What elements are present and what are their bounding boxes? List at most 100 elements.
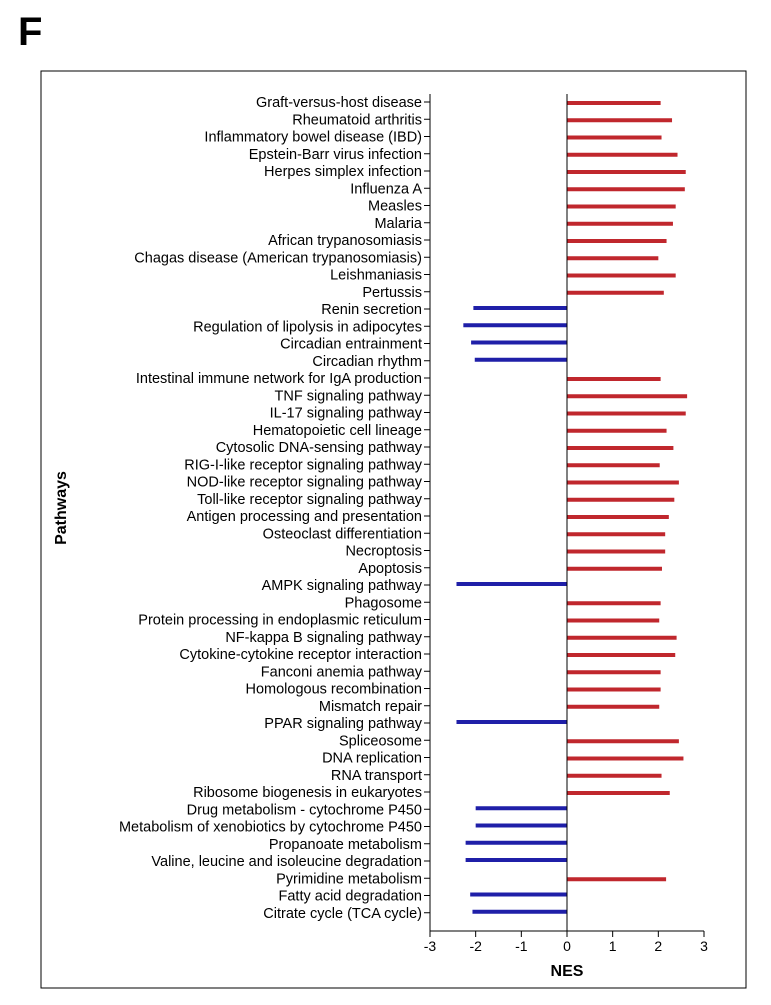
category-label: Antigen processing and presentation (187, 509, 422, 525)
category-label: Renin secretion (321, 302, 422, 318)
category-label: TNF signaling pathway (275, 388, 423, 404)
x-tick-label: 0 (563, 938, 571, 954)
bar-positive (567, 773, 662, 778)
category-label: Mismatch repair (319, 699, 422, 715)
category-label: IL-17 signaling pathway (270, 406, 423, 422)
bar-positive (567, 739, 679, 744)
bar-positive (567, 549, 666, 554)
bar-positive (567, 152, 678, 157)
bar-positive (567, 515, 669, 519)
category-label: PPAR signaling pathway (264, 716, 422, 732)
category-label: Osteoclast differentiation (263, 526, 422, 542)
category-label: Herpes simplex infection (264, 164, 422, 180)
bar-positive (567, 204, 676, 209)
category-label: Intestinal immune network for IgA produc… (136, 371, 422, 387)
y-axis-label: Pathways (53, 471, 70, 545)
category-label: Pyrimidine metabolism (276, 871, 422, 887)
bar-positive (567, 239, 667, 243)
category-label: Protein processing in endoplasmic reticu… (138, 613, 422, 629)
category-label: Drug metabolism - cytochrome P450 (187, 802, 422, 818)
bar-positive (567, 791, 670, 795)
category-label: Pertussis (362, 285, 422, 301)
category-label: Toll-like receptor signaling pathway (197, 492, 423, 508)
bar-positive (567, 118, 673, 123)
category-label: Inflammatory bowel disease (IBD) (204, 130, 422, 146)
bar-positive (567, 377, 661, 381)
bar-negative (470, 892, 567, 897)
bar-negative (474, 357, 567, 362)
category-label: DNA replication (322, 751, 422, 767)
category-label: African trypanosomiasis (268, 233, 422, 249)
x-axis-label: NES (551, 963, 584, 980)
bar-positive (567, 135, 662, 140)
category-label: Propanoate metabolism (269, 837, 422, 853)
category-label: Cytokine-cytokine receptor interaction (179, 647, 422, 663)
category-label: Chagas disease (American trypanosomiasis… (134, 250, 422, 266)
bar-positive (567, 670, 661, 675)
category-label: NOD-like receptor signaling pathway (187, 475, 423, 491)
bar-negative (471, 340, 567, 345)
bar-negative (473, 306, 567, 310)
bar-positive (567, 687, 661, 692)
category-label: Hematopoietic cell lineage (253, 423, 422, 439)
bar-positive (567, 497, 675, 502)
category-label: Necroptosis (345, 544, 422, 560)
bar-positive (567, 290, 664, 295)
axes-group: -3 -2 -1 0 1 2 3 (424, 94, 708, 954)
bar-positive (567, 756, 684, 761)
bar-negative (475, 806, 567, 811)
bar-negative (465, 858, 567, 862)
bar-negative (456, 582, 567, 586)
bar-positive (567, 480, 679, 485)
category-label: Fatty acid degradation (279, 889, 422, 905)
bar-positive (567, 101, 661, 105)
category-label: Regulation of lipolysis in adipocytes (193, 319, 422, 335)
bar-negative (463, 323, 567, 328)
bar-positive (567, 170, 686, 174)
category-label: Malaria (374, 216, 422, 232)
category-label: Ribosome biogenesis in eukaryotes (193, 785, 422, 801)
category-label: Metabolism of xenobiotics by cytochrome … (119, 820, 422, 836)
category-label: Citrate cycle (TCA cycle) (263, 906, 422, 922)
bar-positive (567, 273, 676, 278)
bar-positive (567, 566, 662, 571)
category-label: Apoptosis (358, 561, 422, 577)
bar-positive (567, 428, 667, 433)
category-label: RNA transport (331, 768, 422, 784)
bar-positive (567, 256, 659, 261)
x-tick-label: 1 (609, 938, 617, 954)
category-label: Phagosome (345, 595, 422, 611)
x-tick-label: 3 (700, 938, 708, 954)
plot-frame (40, 70, 747, 989)
category-label: Rheumatoid arthritis (292, 112, 422, 128)
bar-positive (567, 618, 660, 623)
category-label: Epstein-Barr virus infection (249, 147, 422, 163)
category-label: NF-kappa B signaling pathway (225, 630, 422, 646)
category-label: Measles (368, 199, 422, 215)
x-tick-label: -2 (469, 938, 482, 954)
category-label: Circadian entrainment (280, 337, 422, 353)
category-label: Influenza A (350, 181, 422, 197)
bar-negative (456, 720, 567, 724)
category-label: Fanconi anemia pathway (261, 664, 423, 680)
x-tick-label: -3 (424, 938, 437, 954)
category-label: Spliceosome (339, 733, 422, 749)
x-tick-label: 2 (654, 938, 662, 954)
bar-positive (567, 187, 685, 192)
bar-negative (472, 909, 567, 914)
bar-negative (465, 840, 567, 845)
bar-positive (567, 411, 686, 416)
bar-positive (567, 653, 676, 657)
bar-positive (567, 877, 667, 882)
category-label: Graft-versus-host disease (256, 95, 422, 111)
bar-positive (567, 635, 677, 640)
bars-group (456, 101, 688, 914)
category-label: Cytosolic DNA-sensing pathway (216, 440, 423, 456)
category-label: RIG-I-like receptor signaling pathway (184, 457, 422, 473)
bar-negative (475, 823, 567, 828)
category-label: Valine, leucine and isoleucine degradati… (151, 854, 422, 870)
bar-positive (567, 532, 666, 537)
bar-positive (567, 221, 673, 226)
